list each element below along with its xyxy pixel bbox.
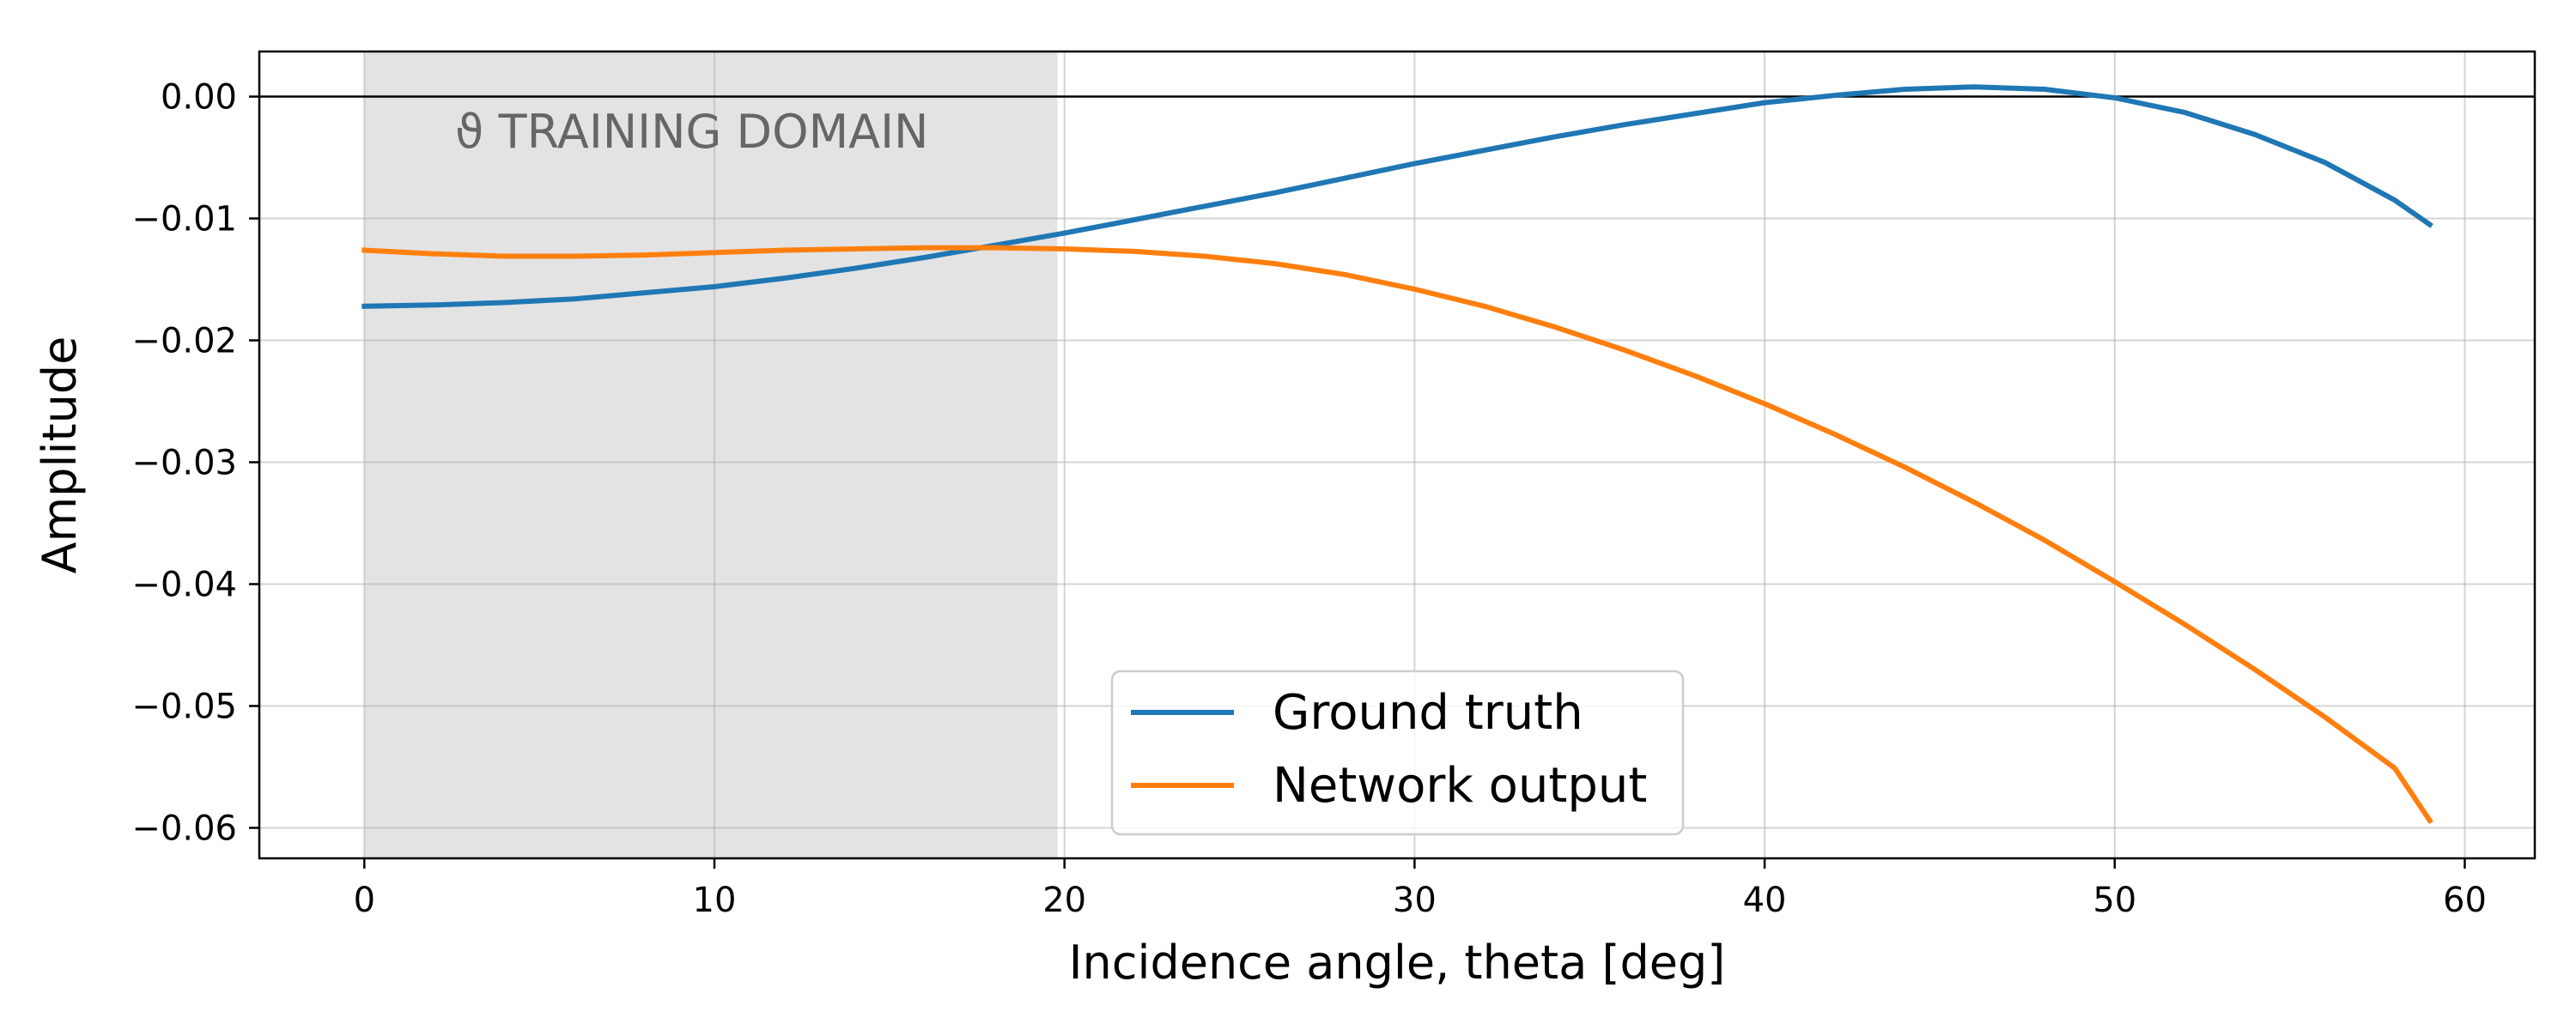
x-tick-label: 50 bbox=[2093, 881, 2136, 920]
x-tick-label: 0 bbox=[354, 881, 375, 920]
y-tick-label: −0.01 bbox=[131, 200, 237, 239]
legend-label-network-output: Network output bbox=[1273, 758, 1647, 814]
y-tick-label: −0.03 bbox=[131, 444, 237, 483]
x-tick-label: 30 bbox=[1393, 881, 1437, 920]
plot-background bbox=[364, 52, 1058, 858]
y-axis-title: Amplitude bbox=[33, 336, 87, 574]
legend: Ground truth Network output bbox=[1110, 670, 1685, 836]
y-tick-label: −0.04 bbox=[131, 566, 237, 605]
x-tick-label: 40 bbox=[1743, 881, 1787, 920]
y-tick-label: 0.00 bbox=[161, 78, 237, 118]
series-line-network-output bbox=[361, 245, 2433, 825]
shaded-region bbox=[364, 52, 1058, 858]
x-tick-label: 10 bbox=[693, 881, 737, 920]
y-tick-label: −0.02 bbox=[131, 322, 237, 361]
shaded-region-label: ϑ TRAINING DOMAIN bbox=[455, 105, 928, 159]
series-lines bbox=[361, 84, 2433, 825]
x-tick-label: 60 bbox=[2443, 881, 2487, 920]
x-tick-label: 20 bbox=[1042, 881, 1086, 920]
y-tick-label: −0.06 bbox=[131, 809, 237, 849]
x-axis-title: Incidence angle, theta [deg] bbox=[1069, 936, 1726, 990]
axis-ticks: 0 10 20 30 40 50 60 0.00 −0.01 −0.02 −0.03 −0.04 −0.… bbox=[131, 78, 2486, 920]
plot-frame bbox=[258, 50, 2537, 860]
legend-label-ground-truth: Ground truth bbox=[1273, 685, 1583, 741]
series-line-ground-truth bbox=[361, 84, 2433, 309]
legend-box bbox=[1110, 670, 1685, 836]
y-tick-label: −0.05 bbox=[131, 688, 237, 727]
